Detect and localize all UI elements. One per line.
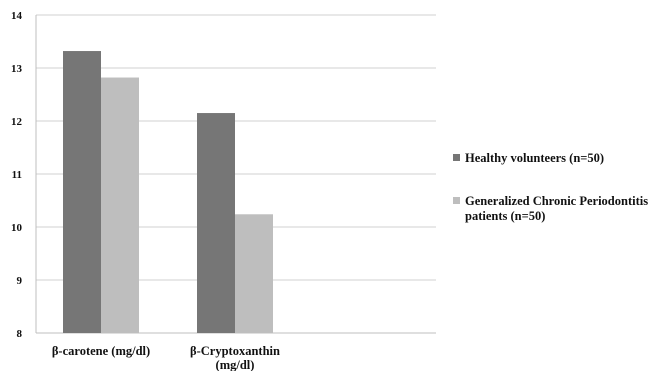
y-tick-label: 11 xyxy=(12,169,22,181)
x-category-label: β-carotene (mg/dl) xyxy=(52,344,150,358)
legend-label: Healthy volunteers (n=50) xyxy=(465,151,604,165)
legend-label: Generalized Chronic Periodontitis patient… xyxy=(465,194,648,223)
bar-periodontitis-beta-carotene xyxy=(101,77,139,333)
y-tick-label: 12 xyxy=(11,116,23,128)
bar-periodontitis-beta-cryptoxanthin xyxy=(235,214,273,333)
y-tick-label: 10 xyxy=(11,222,23,234)
bar-healthy-beta-cryptoxanthin xyxy=(197,113,235,333)
legend-item: Generalized Chronic Periodontitis patient… xyxy=(453,194,648,223)
legend-swatch xyxy=(453,197,460,204)
legend-swatch xyxy=(453,154,460,161)
bar-healthy-beta-carotene xyxy=(63,51,101,333)
bars xyxy=(63,51,273,333)
y-tick-label: 9 xyxy=(17,275,23,287)
legend-item: Healthy volunteers (n=50) xyxy=(453,151,604,165)
y-tick-label: 14 xyxy=(11,10,23,22)
legend: Healthy volunteers (n=50) Generalized Chr… xyxy=(453,151,648,223)
y-tick-label: 13 xyxy=(11,63,23,75)
x-category-label: β-Cryptoxanthin (mg/dl) xyxy=(190,344,280,371)
category-labels: β-carotene (mg/dl) β-Cryptoxanthin (mg/dl) xyxy=(52,344,280,371)
y-tick-label: 8 xyxy=(17,328,23,340)
